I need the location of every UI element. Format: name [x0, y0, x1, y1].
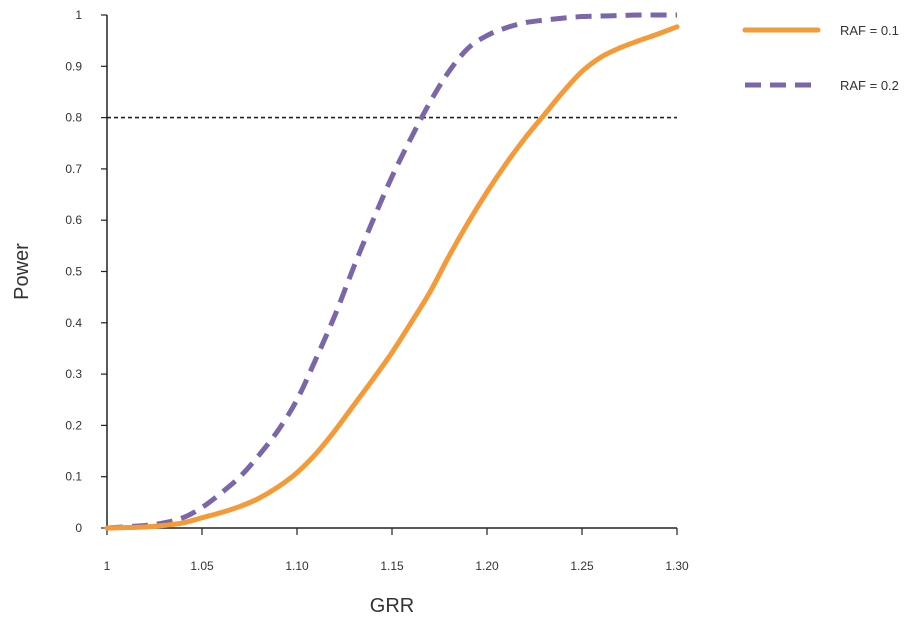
y-tick-label: 0.1 [65, 470, 82, 484]
x-tick-label: 1.05 [190, 559, 214, 573]
y-tick-label: 0.4 [65, 316, 82, 330]
legend-label-raf-0-1: RAF = 0.1 [840, 23, 899, 38]
y-tick-label: 0.6 [65, 213, 82, 227]
x-tick-label: 1.20 [475, 559, 499, 573]
y-tick-label: 1 [75, 8, 82, 22]
y-axis-title: Power [11, 243, 33, 300]
axes: 0 0.1 0.2 0.3 0.4 0.5 0.6 0.7 0.8 0.9 1 1 1.05 1.10 1.… [65, 8, 689, 573]
x-tick-label: 1.10 [285, 559, 309, 573]
y-tick-label: 0.9 [65, 59, 82, 73]
y-tick-label: 0.5 [65, 265, 82, 279]
series-line-raf-0-2 [106, 12, 677, 531]
y-tick-label: 0.2 [65, 418, 82, 432]
x-tick-label: 1.15 [380, 559, 404, 573]
y-tick-label: 0.3 [65, 367, 82, 381]
x-tick-label: 1 [104, 559, 111, 573]
series-line-raf-0-1 [104, 24, 680, 531]
legend: RAF = 0.1 RAF = 0.2 [742, 23, 899, 93]
y-tick-label: 0.8 [65, 111, 82, 125]
legend-label-raf-0-2: RAF = 0.2 [840, 78, 899, 93]
y-tick-label: 0 [75, 521, 82, 535]
x-tick-label: 1.25 [570, 559, 594, 573]
x-axis-title: GRR [370, 595, 414, 617]
x-tick-label: 1.30 [665, 559, 689, 573]
y-tick-label: 0.7 [65, 162, 82, 176]
series-group [104, 12, 680, 531]
